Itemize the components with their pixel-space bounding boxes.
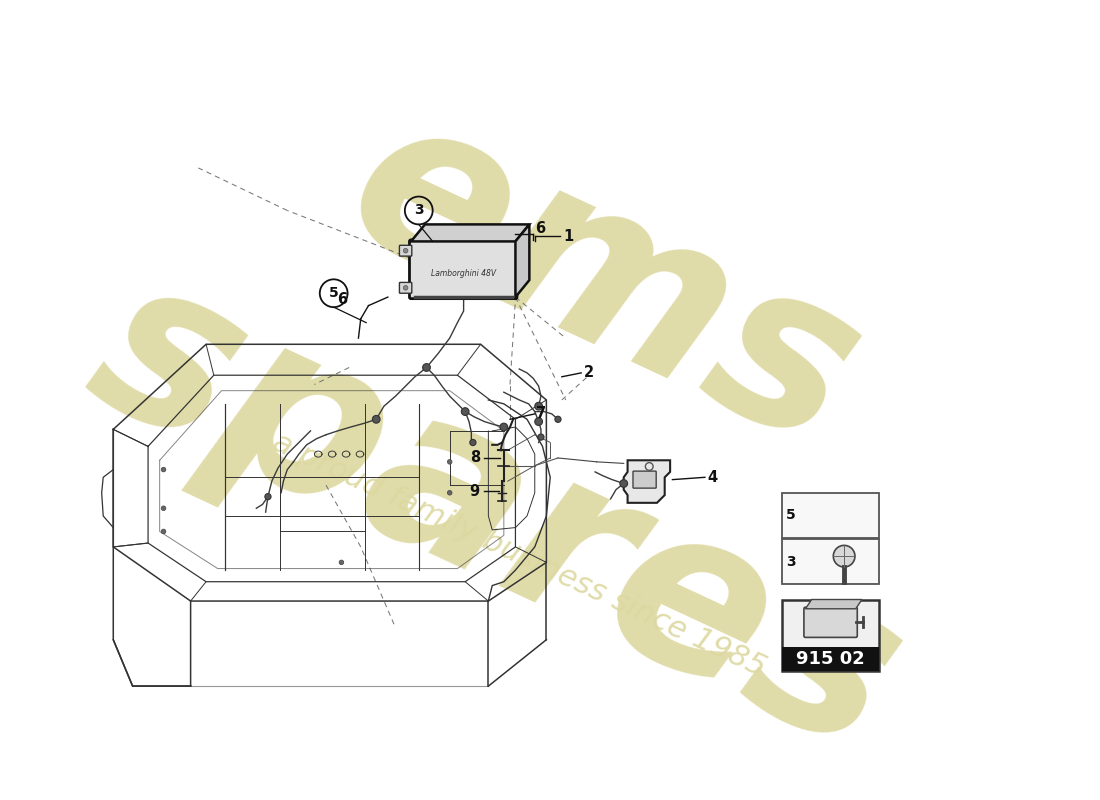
Polygon shape <box>411 225 529 242</box>
FancyBboxPatch shape <box>782 539 879 584</box>
Circle shape <box>162 529 166 534</box>
Text: 1: 1 <box>563 229 573 243</box>
Text: 2: 2 <box>584 366 594 380</box>
Text: 5: 5 <box>786 508 796 522</box>
Circle shape <box>422 364 430 371</box>
Polygon shape <box>516 225 529 297</box>
Text: 3: 3 <box>786 554 795 569</box>
Circle shape <box>461 408 469 415</box>
Circle shape <box>162 506 166 510</box>
Text: 6: 6 <box>338 292 348 307</box>
Circle shape <box>500 423 508 431</box>
Circle shape <box>404 286 408 290</box>
Text: 915 02: 915 02 <box>795 650 865 668</box>
Polygon shape <box>805 599 862 609</box>
Circle shape <box>162 467 166 472</box>
Circle shape <box>339 560 343 565</box>
Circle shape <box>448 490 452 495</box>
Circle shape <box>448 459 452 464</box>
Text: a proud family business since 1985: a proud family business since 1985 <box>268 427 770 682</box>
FancyBboxPatch shape <box>632 471 657 488</box>
Text: 7: 7 <box>537 406 547 422</box>
Text: 4: 4 <box>707 470 717 485</box>
FancyBboxPatch shape <box>782 493 879 538</box>
Polygon shape <box>624 460 670 503</box>
Circle shape <box>373 415 381 423</box>
Circle shape <box>535 402 542 410</box>
FancyBboxPatch shape <box>399 282 411 294</box>
Circle shape <box>404 248 408 253</box>
Circle shape <box>619 480 628 487</box>
Circle shape <box>470 439 476 446</box>
Text: 8: 8 <box>470 450 480 466</box>
Circle shape <box>535 418 542 426</box>
FancyBboxPatch shape <box>804 607 857 638</box>
Text: ems
spares: ems spares <box>59 2 1041 798</box>
FancyBboxPatch shape <box>409 240 517 298</box>
Text: 9: 9 <box>469 484 480 498</box>
Circle shape <box>834 546 855 567</box>
Text: 6: 6 <box>535 221 544 236</box>
Text: 5: 5 <box>329 286 339 300</box>
Text: 3: 3 <box>414 203 424 218</box>
Text: Lamborghini 48V: Lamborghini 48V <box>431 269 496 278</box>
Circle shape <box>554 416 561 422</box>
Circle shape <box>265 494 271 500</box>
Circle shape <box>538 434 544 440</box>
FancyBboxPatch shape <box>399 246 411 256</box>
FancyBboxPatch shape <box>782 647 879 670</box>
FancyBboxPatch shape <box>782 599 879 670</box>
